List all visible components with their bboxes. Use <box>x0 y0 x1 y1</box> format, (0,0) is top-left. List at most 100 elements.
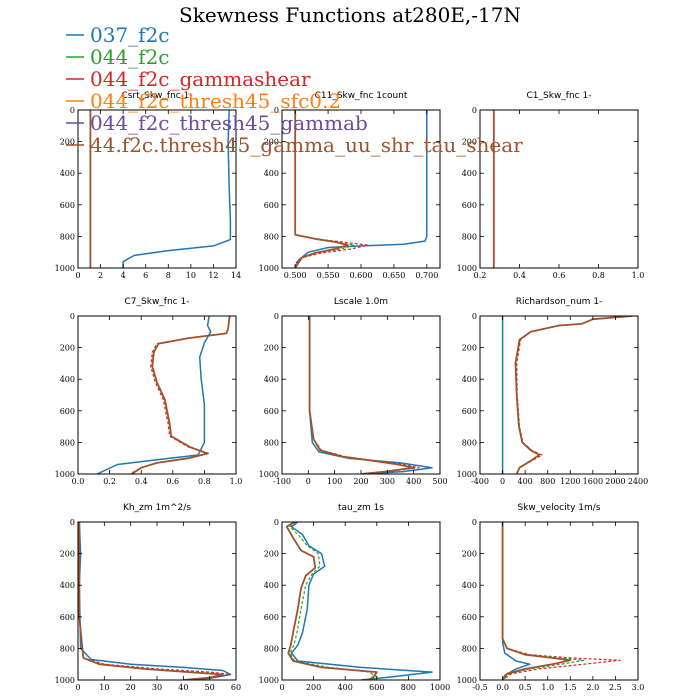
x-tick-label: 4 <box>121 271 126 280</box>
series-group <box>285 522 433 680</box>
series-group <box>501 316 633 474</box>
y-tick-label: 800 <box>264 232 279 241</box>
plot-frame <box>77 315 237 475</box>
series-group <box>78 522 232 680</box>
y-tick-label: 200 <box>462 344 477 353</box>
x-tick-label: 0.700 <box>415 271 438 280</box>
x-tick-label: 300 <box>380 477 395 486</box>
legend-label: 037_f2c <box>90 23 170 47</box>
x-tick-label: 50 <box>205 683 215 692</box>
y-tick-label: 600 <box>264 407 279 416</box>
legend-entry: 44.f2c.thresh45_gamma_uu_shr_tau_shear <box>66 133 523 157</box>
panel-title: Csrt_Skw_fnc 1- <box>121 91 192 101</box>
panel-title: C1_Skw_fnc 1- <box>527 91 592 101</box>
x-tick-label: 0 <box>75 683 80 692</box>
x-tick-label: 100 <box>327 477 342 486</box>
y-tick-label: 800 <box>264 438 279 447</box>
y-tick-label: 0 <box>274 312 279 321</box>
x-tick-label: 2400 <box>628 477 648 486</box>
x-tick-label: 0.500 <box>284 271 307 280</box>
x-tick-label: 600 <box>369 683 384 692</box>
plot-frame <box>479 315 639 475</box>
x-tick-label: 30 <box>152 683 162 692</box>
series-line-2 <box>294 110 369 268</box>
x-tick-label: 0.8 <box>592 271 605 280</box>
y-tick-label: 200 <box>60 138 75 147</box>
panel-7: Kh_zm 1m^2/s0 10 20 30 40 50 60020040060080010… <box>55 503 241 692</box>
panel-title: C7_Skw_fnc 1- <box>125 297 190 307</box>
x-tick-label: 1.0 <box>230 477 243 486</box>
y-tick-label: 400 <box>264 169 279 178</box>
x-tick-label: 400 <box>406 477 421 486</box>
x-tick-label: 0.0 <box>496 683 509 692</box>
y-tick-label: 400 <box>462 581 477 590</box>
y-tick-label: 0 <box>274 518 279 527</box>
x-tick-label: 400 <box>518 477 533 486</box>
series-line-1 <box>501 522 531 680</box>
x-tick-label: -400 <box>471 477 489 486</box>
series-group <box>89 110 232 268</box>
y-tick-label: 200 <box>264 550 279 559</box>
y-tick-label: 400 <box>462 375 477 384</box>
x-tick-label: 400 <box>338 683 353 692</box>
x-tick-label: 40 <box>178 683 188 692</box>
y-tick-label: 400 <box>264 581 279 590</box>
x-tick-label: 0 <box>75 271 80 280</box>
y-tick-label: 800 <box>264 644 279 653</box>
x-tick-label: 2 <box>98 271 103 280</box>
x-tick-label: 0 <box>306 477 311 486</box>
series-line-2 <box>516 316 633 474</box>
y-tick-label: 400 <box>462 169 477 178</box>
series-line-1 <box>122 110 232 268</box>
legend-label: 044_f2c_gammashear <box>90 67 311 91</box>
y-tick-label: 1000 <box>457 264 477 273</box>
y-tick-label: 200 <box>462 550 477 559</box>
legend-entry: 044_f2c_gammashear <box>66 67 311 91</box>
x-tick-label: -100 <box>273 477 291 486</box>
y-tick-label: 1000 <box>259 676 279 685</box>
x-tick-label: 1600 <box>583 477 603 486</box>
x-tick-label: 800 <box>540 477 555 486</box>
y-tick-label: 400 <box>60 581 75 590</box>
x-tick-label: 200 <box>306 683 321 692</box>
x-tick-label: 20 <box>126 683 136 692</box>
x-tick-label: 0.2 <box>474 271 487 280</box>
x-tick-label: 2.5 <box>609 683 622 692</box>
y-tick-label: 0 <box>70 518 75 527</box>
x-tick-label: -0.5 <box>472 683 487 692</box>
series-line-1 <box>308 316 433 474</box>
x-tick-label: 0.4 <box>513 271 526 280</box>
x-tick-label: 0.2 <box>103 477 116 486</box>
series-group <box>501 522 621 680</box>
panel-title: Kh_zm 1m^2/s <box>123 503 191 513</box>
y-tick-label: 600 <box>462 407 477 416</box>
x-tick-label: 2000 <box>605 477 625 486</box>
x-tick-label: 2.0 <box>586 683 599 692</box>
series-line-1 <box>96 316 212 474</box>
series-line-4 <box>501 522 572 680</box>
panel-title: Skw_velocity 1m/s <box>517 503 600 513</box>
y-tick-label: 1000 <box>259 470 279 479</box>
x-tick-label: 0 <box>500 477 505 486</box>
x-tick-label: 1000 <box>430 683 450 692</box>
x-tick-label: 800 <box>401 683 416 692</box>
x-tick-label: 0.600 <box>350 271 373 280</box>
y-tick-label: 400 <box>60 375 75 384</box>
series-line-2 <box>129 316 231 474</box>
y-tick-label: 800 <box>60 644 75 653</box>
x-tick-label: 60 <box>231 683 241 692</box>
x-tick-label: 0.650 <box>382 271 405 280</box>
x-tick-label: 0.0 <box>72 477 85 486</box>
figure-title: Skewness Functions at280E,-17N <box>179 3 521 27</box>
legend-label: 044_f2c_thresh45_sfc0.2 <box>90 89 341 113</box>
y-tick-label: 1000 <box>55 470 75 479</box>
y-tick-label: 200 <box>60 344 75 353</box>
legend: 037_f2c044_f2c044_f2c_gammashear044_f2c_… <box>66 23 523 157</box>
panel-title: tau_zm 1s <box>338 503 384 513</box>
series-line-3 <box>308 316 415 474</box>
y-tick-label: 400 <box>60 169 75 178</box>
y-tick-label: 800 <box>60 232 75 241</box>
panel-title: Richardson_num 1- <box>516 297 603 307</box>
y-tick-label: 600 <box>60 407 75 416</box>
